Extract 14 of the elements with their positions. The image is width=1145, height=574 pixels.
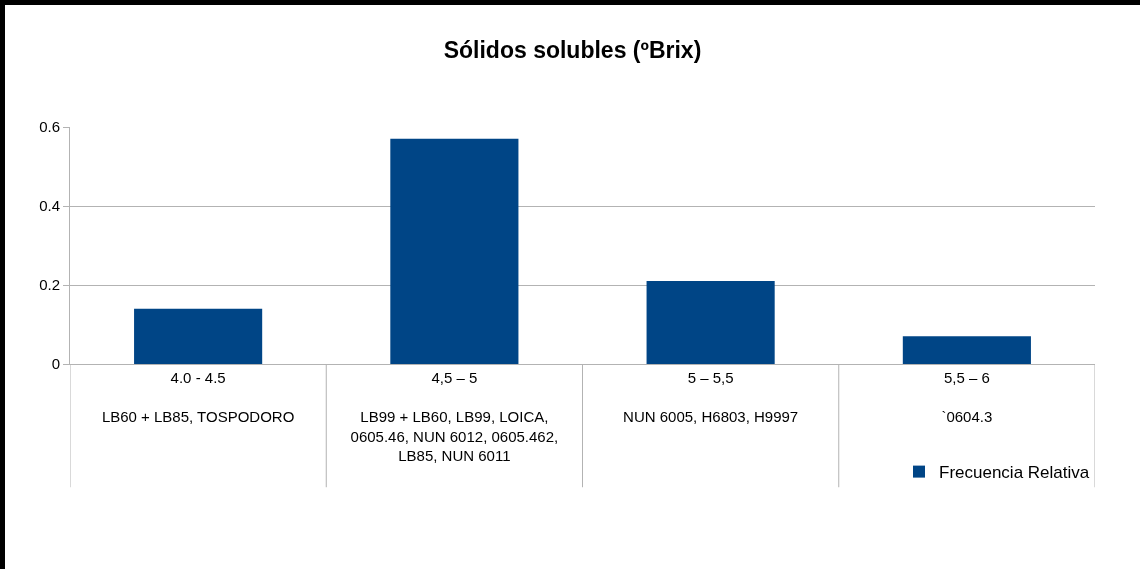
chart-title: Sólidos solubles (ºBrix) (443, 36, 702, 63)
category-label: 4.0 - 4.5 LB60 + LB85, TOSPODORO (101, 369, 295, 425)
y-tick-label: 0.6 (39, 118, 60, 136)
bar (902, 336, 1031, 364)
y-tick-label: 0.4 (39, 197, 60, 215)
category-label: 5 – 5,5 NUN 6005, H6803, H9997 (623, 369, 799, 425)
bar (134, 308, 263, 364)
legend-label: Frecuencia Relativa (939, 463, 1090, 483)
bar (390, 138, 519, 364)
category-label: 5,5 – 6 `0604.3 (941, 369, 993, 425)
y-tick-label: 0 (51, 355, 60, 373)
bar (646, 281, 775, 364)
category-label: 4,5 – 5 LB99 + LB60, LB99, LOICA, 0605.46, NUN 6012, 0605.462, LB85, NUN 6011 (350, 369, 559, 464)
y-tick-label: 0.2 (39, 276, 60, 294)
